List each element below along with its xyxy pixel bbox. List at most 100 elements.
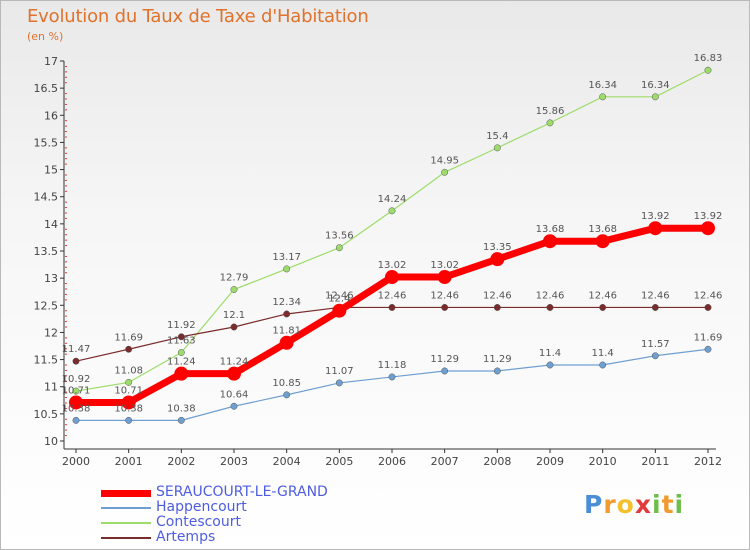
data-label: 12.46 [536, 290, 565, 301]
data-point [121, 395, 136, 410]
x-tick-label: 2001 [115, 455, 143, 468]
data-label: 13.92 [641, 211, 670, 222]
data-point [283, 310, 291, 318]
data-point [651, 352, 659, 360]
data-point [701, 221, 715, 236]
data-label: 11.08 [114, 365, 143, 376]
data-label: 12.46 [378, 290, 407, 301]
data-point [174, 366, 189, 381]
data-label: 11.24 [220, 357, 249, 368]
data-point [441, 304, 449, 311]
proxiti-logo: Proxiti [584, 490, 684, 519]
y-tick-label: 10.5 [34, 408, 59, 421]
legend-label: SERAUCOURT-LE-GRAND [156, 484, 328, 500]
data-label: 10.38 [114, 403, 143, 414]
logo-letter: x [634, 490, 652, 519]
data-label: 14.24 [378, 194, 407, 205]
data-point [651, 93, 659, 101]
data-label: 10.71 [114, 385, 143, 396]
x-tick-label: 2012 [694, 455, 722, 468]
data-point [546, 119, 554, 127]
y-tick-label: 11.5 [34, 354, 59, 367]
data-label: 12.46 [483, 290, 512, 301]
data-point [335, 244, 343, 252]
data-point [69, 395, 83, 410]
data-label: 13.68 [536, 224, 565, 235]
x-tick-label: 2005 [325, 455, 353, 468]
data-label: 12.34 [272, 297, 301, 308]
data-label: 11.29 [430, 354, 459, 365]
data-point [441, 168, 449, 176]
legend-swatch [101, 537, 151, 539]
chart-title: Evolution du Taux de Taxe d'Habitation [27, 6, 369, 27]
x-tick-label: 2000 [62, 455, 90, 468]
data-point [651, 304, 659, 311]
data-point [546, 304, 554, 311]
x-tick-label: 2007 [431, 455, 459, 468]
data-label: 12.1 [223, 310, 245, 321]
data-point [177, 416, 185, 424]
data-point [493, 304, 501, 311]
data-label: 10.92 [62, 374, 91, 385]
data-label: 13.17 [272, 252, 301, 263]
chart-subtitle: (en %) [27, 30, 64, 43]
data-label: 13.02 [430, 260, 459, 271]
y-tick-label: 15.5 [34, 136, 59, 149]
y-tick-label: 14.5 [34, 191, 59, 204]
data-label: 16.34 [588, 80, 617, 91]
data-point [72, 387, 80, 395]
data-point [493, 367, 501, 375]
data-label: 10.38 [62, 403, 91, 414]
data-point [385, 270, 399, 285]
data-label: 10.85 [272, 378, 301, 389]
data-point [441, 367, 449, 375]
data-label: 14.95 [430, 155, 459, 166]
data-point [230, 402, 238, 410]
logo-letter: t [661, 490, 675, 519]
data-label: 15.4 [486, 131, 508, 142]
logo-letter: i [674, 490, 685, 519]
data-label: 11.07 [325, 366, 354, 377]
y-tick-label: 14 [44, 218, 58, 231]
x-tick-label: 2010 [589, 455, 617, 468]
x-tick-label: 2008 [483, 455, 511, 468]
legend-label: Contescourt [156, 514, 241, 530]
data-point [279, 335, 294, 350]
x-tick-label: 2004 [273, 455, 301, 468]
data-point [599, 304, 607, 311]
data-label: 12.46 [325, 290, 354, 301]
data-point [599, 93, 607, 101]
y-tick-label: 12 [44, 326, 58, 339]
data-label: 11.4 [592, 348, 614, 359]
data-label: 12.4 [328, 294, 350, 305]
x-tick-label: 2002 [167, 455, 195, 468]
data-point [546, 361, 554, 369]
data-point [283, 265, 291, 273]
data-label: 11.69 [114, 332, 143, 343]
data-point [177, 349, 185, 356]
data-label: 13.02 [378, 260, 407, 271]
data-label: 10.71 [62, 385, 91, 396]
data-label: 10.38 [167, 403, 196, 414]
data-point [332, 303, 347, 318]
data-label: 12.79 [220, 273, 249, 284]
data-point [388, 207, 396, 215]
legend-swatch [101, 489, 151, 497]
data-label: 12.46 [430, 290, 459, 301]
data-point [125, 416, 133, 424]
data-label: 11.4 [539, 348, 561, 359]
data-point [388, 373, 396, 381]
data-label: 13.56 [325, 231, 354, 242]
data-point [230, 323, 238, 331]
data-point [72, 416, 80, 424]
y-tick-label: 13.5 [34, 245, 59, 258]
data-point [227, 366, 241, 381]
data-label: 11.47 [62, 344, 91, 355]
legend-label: Artemps [156, 529, 216, 545]
x-tick-label: 2009 [536, 455, 564, 468]
data-point [493, 144, 501, 152]
data-label: 12.46 [641, 290, 670, 301]
data-label: 16.83 [694, 53, 723, 64]
